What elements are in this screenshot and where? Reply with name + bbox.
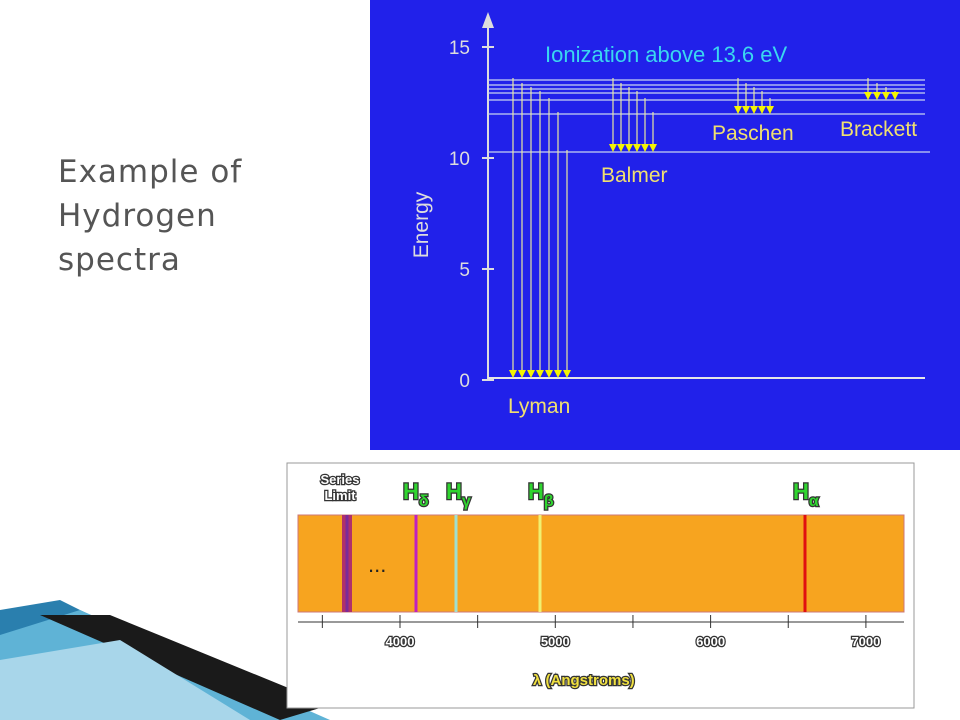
series-label: Brackett: [840, 118, 917, 141]
line-label: Hδ: [403, 479, 429, 510]
tick-label: 5000: [541, 634, 570, 649]
series-label: Paschen: [712, 122, 794, 145]
tick-label: 10: [449, 149, 470, 170]
axis-label: Energy: [410, 191, 433, 258]
transition-head: [536, 370, 544, 378]
energy-diagram: Ionization above 13.6 eV Lyman Balmer Pa…: [370, 0, 960, 450]
tick-label: 7000: [851, 634, 880, 649]
line-label-sub: γ: [462, 493, 471, 510]
transition-head: [649, 144, 657, 152]
series-label: Balmer: [601, 164, 668, 187]
transition-head: [633, 144, 641, 152]
transition-head: [750, 106, 758, 114]
transition-head: [563, 370, 571, 378]
title-line: Example of: [58, 154, 242, 190]
transition-head: [625, 144, 633, 152]
title-line: Hydrogen: [58, 198, 217, 234]
transition-head: [545, 370, 553, 378]
line-label-sub: β: [544, 493, 554, 510]
tick-label: 6000: [696, 634, 725, 649]
transition-head: [873, 92, 881, 100]
tick-label: 4000: [386, 634, 415, 649]
line-label-sub: δ: [419, 493, 429, 510]
transition-head: [742, 106, 750, 114]
line-label: Hγ: [446, 479, 471, 510]
ellipsis: ...: [368, 552, 386, 577]
swoosh: [0, 600, 330, 720]
transition-head: [734, 106, 742, 114]
transition-head: [882, 92, 890, 100]
transition-head: [609, 144, 617, 152]
transition-head: [766, 106, 774, 114]
series-label: Lyman: [508, 395, 570, 418]
transition-head: [527, 370, 535, 378]
tick-label: 15: [449, 38, 470, 59]
panel: [370, 0, 960, 450]
tick-label: 5: [459, 260, 470, 281]
series-limit-label: Series: [320, 472, 359, 487]
transition-head: [891, 92, 899, 100]
line-label: Hβ: [528, 479, 554, 510]
ionization-label: Ionization above 13.6 eV: [545, 42, 788, 67]
axis-label: λ (Angstroms): [533, 672, 635, 689]
transition-head: [758, 106, 766, 114]
series-limit-label: Limit: [324, 488, 356, 503]
line-label-letter: H: [403, 479, 419, 504]
line-label-letter: H: [528, 479, 544, 504]
transition-head: [554, 370, 562, 378]
transition-head: [518, 370, 526, 378]
spectrum-band: [297, 514, 905, 613]
transition-head: [864, 92, 872, 100]
line-label-sub: α: [809, 493, 819, 510]
tick-label: 0: [459, 371, 470, 392]
line-label-letter: H: [793, 479, 809, 504]
transition-head: [617, 144, 625, 152]
transition-head: [509, 370, 517, 378]
transition-head: [641, 144, 649, 152]
spectrum: ... Series Limit λ (Angstroms) 4000 5000 6…: [286, 462, 915, 709]
line-label: Hα: [793, 479, 819, 510]
line-label-letter: H: [446, 479, 462, 504]
title-line: spectra: [58, 242, 181, 278]
axis-arrow: [482, 12, 494, 28]
